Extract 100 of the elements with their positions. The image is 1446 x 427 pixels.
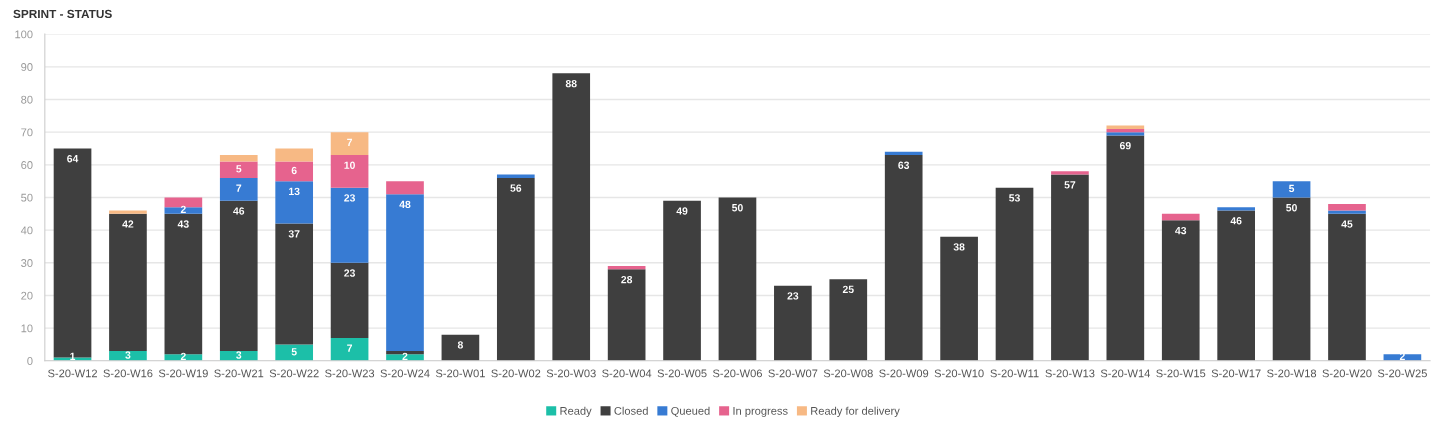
data-label: 3: [125, 351, 131, 359]
x-tick-label: S-20-W15: [1156, 369, 1206, 378]
bar: [1272, 197, 1311, 361]
bar: [1106, 125, 1145, 129]
x-tick-label: S-20-W20: [1322, 369, 1372, 378]
bar: [1051, 171, 1089, 175]
bar: [1161, 213, 1200, 221]
y-tick-label: 100: [15, 30, 33, 39]
data-label: 2: [180, 205, 186, 213]
bar: [1106, 135, 1145, 361]
legend-label: Ready: [560, 406, 592, 417]
bar: [219, 177, 258, 201]
x-tick-label: S-20-W24: [380, 369, 430, 378]
bar: [496, 174, 535, 178]
x-tick-label: S-20-W16: [103, 369, 153, 378]
data-label: 7: [347, 344, 353, 352]
bar: [441, 334, 480, 361]
bar: [1106, 132, 1145, 136]
bar: [1217, 210, 1255, 361]
legend-label: In progress: [733, 407, 788, 417]
data-label: 6: [291, 166, 297, 175]
data-label: 56: [510, 184, 522, 192]
bar: [330, 187, 369, 263]
y-tick-label: 40: [20, 226, 33, 235]
bar: [1106, 128, 1145, 133]
data-label: 50: [1286, 204, 1297, 212]
legend-label: Queued: [671, 406, 710, 417]
y-tick-label: 30: [21, 259, 33, 267]
data-label: 5: [291, 348, 297, 356]
bar: [718, 197, 757, 361]
bar: [275, 344, 314, 361]
bar: [219, 200, 258, 352]
x-tick-label: S-20-W11: [990, 369, 1039, 378]
bar: [109, 213, 147, 352]
data-label: 48: [399, 200, 411, 209]
y-tick-label: 90: [21, 63, 33, 71]
x-tick-label: S-20-W06: [712, 369, 762, 378]
bar: [1328, 210, 1366, 214]
data-label: 46: [233, 207, 245, 215]
bar: [884, 151, 923, 156]
data-label: 25: [842, 285, 854, 294]
bar: [940, 236, 978, 361]
bar: [607, 269, 646, 361]
data-label: 23: [344, 269, 355, 277]
chart-title: SPRINT - STATUS: [13, 9, 112, 19]
y-tick-label: 10: [21, 324, 33, 333]
x-tick-label: S-20-W14: [1100, 369, 1151, 378]
x-tick-label: S-20-W04: [602, 369, 652, 378]
bar: [774, 285, 812, 361]
data-label: 46: [1230, 217, 1242, 225]
x-tick-label: S-20-W13: [1045, 369, 1095, 378]
x-tick-label: S-20-W09: [879, 369, 929, 378]
data-label: 23: [787, 292, 799, 300]
bar: [1217, 207, 1255, 211]
y-tick-label: 50: [21, 193, 33, 202]
bar: [663, 200, 701, 361]
bar: [607, 266, 646, 270]
bar: [109, 210, 147, 214]
bar: [995, 187, 1034, 361]
bar: [1328, 213, 1366, 361]
data-label: 49: [676, 207, 688, 215]
data-label: 2: [402, 352, 408, 360]
y-tick-label: 60: [21, 161, 33, 169]
legend-label: Closed: [614, 406, 648, 415]
x-tick-label: S-20-W03: [546, 369, 596, 378]
bar: [386, 181, 424, 195]
y-tick-label: 80: [21, 95, 33, 104]
x-tick-label: S-20-W17: [1211, 369, 1261, 378]
data-label: 23: [344, 194, 355, 202]
y-tick-label: 20: [21, 291, 33, 300]
bar: [330, 155, 369, 188]
bar: [496, 177, 535, 361]
bar: [275, 223, 314, 345]
bar: [1272, 181, 1311, 198]
bar: [330, 132, 369, 156]
bar: [552, 73, 591, 361]
bar: [1051, 174, 1089, 361]
bar: [219, 155, 258, 162]
bar: [53, 148, 92, 358]
bar: [330, 262, 369, 338]
data-label: 13: [289, 187, 300, 196]
bar: [884, 155, 923, 361]
bar: [164, 207, 203, 214]
data-label: 2: [180, 352, 186, 360]
bar: [330, 337, 369, 361]
data-label: 42: [122, 220, 134, 228]
data-label: 69: [1119, 141, 1131, 150]
data-label: 64: [67, 155, 79, 163]
x-tick-label: S-20-W23: [325, 369, 375, 378]
data-label: 37: [288, 230, 300, 238]
x-tick-label: S-20-W08: [823, 369, 873, 378]
bar: [275, 161, 314, 182]
x-tick-label: S-20-W10: [934, 369, 984, 378]
data-label: 88: [565, 79, 577, 88]
data-label: 45: [1341, 220, 1353, 228]
data-label: 10: [344, 161, 355, 169]
data-label: 5: [1288, 184, 1295, 193]
data-label: 28: [621, 275, 633, 284]
bar: [829, 279, 868, 361]
x-tick-label: S-20-W22: [269, 369, 319, 378]
